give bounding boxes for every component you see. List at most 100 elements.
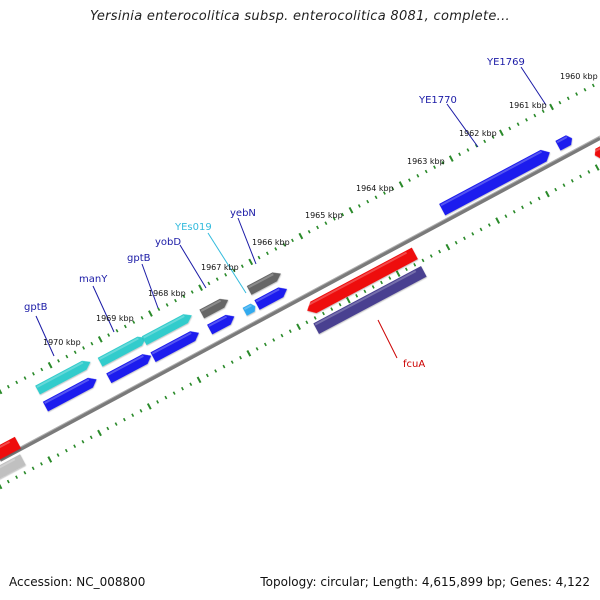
leader-line: [179, 244, 207, 289]
inner-major-tick: [345, 296, 351, 304]
inner-minor-tick: [181, 386, 184, 391]
inner-minor-tick: [463, 236, 466, 241]
inner-major-tick: [445, 243, 451, 251]
gene-block-cds-6: [439, 149, 550, 216]
leader-line: [141, 263, 159, 309]
outer-minor-tick: [408, 178, 411, 182]
outer-major-tick: [47, 361, 53, 369]
outer-minor-tick: [6, 384, 10, 389]
inner-minor-tick: [579, 174, 583, 179]
kbp-label: 1962 kbp: [459, 129, 497, 138]
inner-major-tick: [296, 323, 301, 331]
gene-block-gptB-rna: [35, 360, 91, 395]
gene-label[interactable]: gptB: [24, 302, 48, 313]
inner-minor-tick: [322, 311, 325, 316]
gene-label[interactable]: YEs019: [174, 222, 212, 233]
inner-minor-tick: [205, 373, 209, 378]
inner-major-tick: [594, 164, 600, 171]
inner-major-tick: [97, 429, 102, 437]
outer-minor-tick: [65, 354, 69, 359]
inner-major-tick: [495, 217, 501, 224]
kbp-label: 1960 kbp: [560, 72, 598, 81]
outer-minor-tick: [525, 118, 528, 122]
outer-minor-tick: [366, 199, 370, 204]
outer-major-tick: [248, 258, 254, 266]
gene-label[interactable]: yobD: [155, 237, 181, 248]
inner-minor-tick: [371, 285, 375, 289]
outer-major-tick: [549, 103, 554, 111]
inner-major-tick: [545, 190, 550, 198]
inner-minor-tick: [454, 240, 458, 245]
gene-block-yes019: [242, 303, 256, 316]
kbp-label: 1964 kbp: [356, 184, 394, 193]
gene-label[interactable]: manY: [79, 274, 108, 285]
gene-block-yobD-other: [199, 298, 229, 319]
gene-block-cds-4: [207, 314, 235, 335]
gene-label[interactable]: yebN: [230, 208, 256, 219]
gene-label[interactable]: gptB: [127, 253, 151, 264]
inner-tick-ring: [0, 164, 600, 490]
leader-line: [207, 232, 247, 294]
inner-minor-tick: [122, 417, 126, 422]
gene-label[interactable]: fcuA: [403, 359, 425, 370]
inner-minor-tick: [537, 196, 541, 201]
inner-minor-tick: [562, 183, 566, 187]
outer-minor-tick: [583, 87, 587, 92]
inner-major-tick: [47, 456, 53, 463]
leader-line: [377, 319, 398, 359]
outer-minor-tick: [357, 204, 361, 208]
kbp-label: 1968 kbp: [148, 289, 186, 298]
inner-minor-tick: [222, 364, 226, 369]
outer-minor-tick: [190, 290, 194, 294]
outer-minor-tick: [107, 333, 111, 337]
outer-minor-tick: [140, 316, 144, 320]
inner-minor-tick: [73, 444, 77, 448]
outer-major-tick: [298, 232, 304, 240]
gene-block-cds-5: [254, 287, 288, 310]
inner-minor-tick: [255, 347, 259, 351]
inner-minor-tick: [230, 360, 234, 364]
gene-block-cds-3: [150, 331, 199, 363]
outer-minor-tick: [391, 186, 395, 191]
outer-minor-tick: [566, 96, 570, 101]
gene-block-fcuA-purple: [313, 266, 427, 334]
outer-minor-tick: [558, 100, 562, 105]
inner-minor-tick: [106, 426, 110, 431]
outer-minor-tick: [291, 238, 294, 243]
inner-minor-tick: [330, 307, 334, 311]
inner-minor-tick: [471, 232, 475, 236]
gene-labels: gptB manY gptB yobD YEs019 yebN YE1770 YE1769 fc…: [24, 57, 525, 370]
gene-block-edge-red: [593, 143, 600, 159]
gene-label[interactable]: YE1769: [486, 57, 525, 68]
inner-minor-tick: [512, 209, 516, 214]
outer-minor-tick: [182, 294, 186, 299]
accession-text: Accession: NC_008800: [9, 575, 146, 589]
gene-block-cds-1: [42, 377, 97, 412]
gene-block-gptB2-rna: [141, 314, 192, 346]
outer-minor-tick: [40, 367, 44, 372]
outer-minor-tick: [232, 268, 236, 273]
inner-minor-tick: [487, 223, 491, 227]
kbp-labels: 1970 kbp 1969 kbp 1968 kbp 1967 kbp 1966 kbp…: [43, 72, 598, 347]
kbp-label: 1961 kbp: [509, 101, 547, 110]
inner-minor-tick: [272, 338, 276, 342]
inner-minor-tick: [355, 293, 359, 298]
outer-tick-ring: [0, 83, 595, 395]
inner-minor-tick: [438, 249, 442, 254]
outer-minor-tick: [575, 92, 579, 96]
outer-minor-tick: [324, 221, 328, 225]
kbp-label: 1963 kbp: [407, 157, 445, 166]
inner-minor-tick: [131, 413, 135, 418]
inner-minor-tick: [172, 391, 176, 395]
inner-minor-tick: [338, 302, 342, 307]
outer-minor-tick: [591, 83, 595, 88]
outer-minor-tick: [382, 191, 386, 195]
inner-minor-tick: [388, 276, 392, 280]
inner-minor-tick: [6, 479, 10, 484]
gene-label[interactable]: YE1770: [418, 95, 457, 106]
inner-minor-tick: [554, 187, 558, 192]
inner-minor-tick: [64, 448, 68, 453]
inner-major-tick: [146, 403, 152, 410]
leader-line: [35, 315, 55, 357]
inner-minor-tick: [214, 369, 218, 373]
